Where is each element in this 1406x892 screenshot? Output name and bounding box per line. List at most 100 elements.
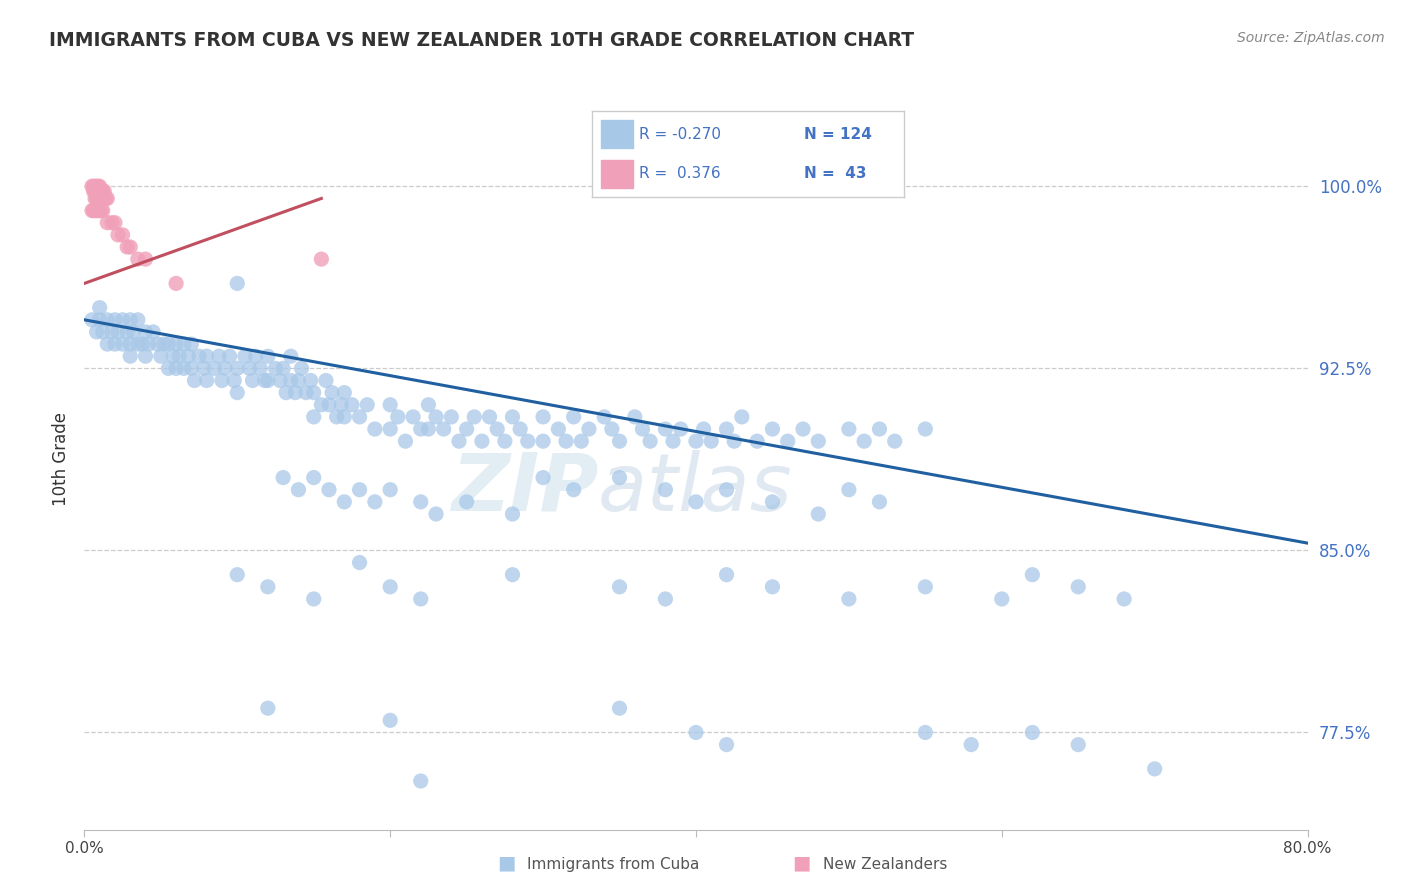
Point (318, 398, 340, 412)
Point (463, 409, 485, 424)
Point (807, 507, 830, 521)
Point (569, 434, 592, 449)
Point (153, 337, 176, 351)
Point (364, 495, 387, 509)
Point (716, 483, 738, 497)
Point (226, 361, 249, 376)
Point (531, 470, 554, 484)
Point (716, 422, 738, 436)
Point (195, 374, 218, 388)
Point (478, 409, 501, 424)
Point (224, 374, 246, 388)
Point (447, 434, 470, 449)
Point (838, 422, 860, 436)
Point (380, 483, 402, 497)
Point (685, 725, 707, 739)
Point (1021, 567, 1043, 582)
Point (380, 714, 402, 728)
Point (287, 374, 309, 388)
Point (173, 361, 195, 376)
Point (90, 184, 112, 198)
Point (180, 337, 202, 351)
Point (120, 349, 142, 363)
Point (96, 191, 118, 205)
Point (502, 507, 524, 521)
Point (208, 349, 231, 363)
Point (509, 422, 531, 436)
Point (838, 591, 860, 606)
Text: Source: ZipAtlas.com: Source: ZipAtlas.com (1237, 31, 1385, 45)
Y-axis label: 10th Grade: 10th Grade (52, 412, 70, 507)
Point (1114, 591, 1136, 606)
Point (318, 483, 340, 497)
Point (380, 580, 402, 594)
Point (115, 240, 138, 254)
Point (380, 422, 402, 436)
Point (87, 203, 110, 218)
Point (321, 385, 343, 400)
Point (471, 434, 494, 449)
Point (157, 337, 180, 351)
Point (409, 495, 432, 509)
Point (257, 349, 280, 363)
Point (238, 361, 260, 376)
Point (380, 398, 402, 412)
Point (638, 434, 661, 449)
Point (402, 409, 425, 424)
Point (101, 325, 124, 339)
Point (120, 313, 142, 327)
Point (135, 349, 157, 363)
Point (90, 191, 112, 205)
Point (127, 252, 149, 266)
Point (394, 434, 416, 449)
Point (83, 179, 105, 194)
Point (609, 701, 631, 715)
Point (226, 385, 249, 400)
Point (280, 349, 302, 363)
Point (440, 409, 463, 424)
Point (330, 398, 353, 412)
Point (287, 483, 309, 497)
Point (761, 495, 783, 509)
Point (122, 325, 145, 339)
Point (425, 507, 447, 521)
Point (96, 337, 118, 351)
Point (269, 374, 291, 388)
Text: New Zealanders: New Zealanders (823, 857, 946, 872)
Point (716, 567, 738, 582)
Point (80, 203, 103, 218)
Point (84, 184, 107, 198)
Point (456, 422, 478, 436)
Point (146, 337, 169, 351)
Point (409, 422, 432, 436)
Point (233, 349, 256, 363)
Point (685, 434, 707, 449)
Point (311, 398, 333, 412)
Text: ■: ■ (792, 854, 811, 872)
Point (120, 240, 142, 254)
Point (89, 179, 111, 194)
Point (578, 422, 600, 436)
Point (654, 422, 676, 436)
Point (600, 422, 623, 436)
Point (654, 483, 676, 497)
Point (107, 227, 129, 242)
Point (276, 385, 298, 400)
Point (547, 422, 569, 436)
Point (433, 422, 456, 436)
Point (111, 313, 134, 327)
Point (193, 361, 215, 376)
Point (356, 398, 378, 412)
Point (290, 361, 312, 376)
Point (747, 434, 769, 449)
Point (914, 725, 936, 739)
Point (127, 337, 149, 351)
Point (93, 191, 115, 205)
Point (349, 409, 371, 424)
Point (609, 434, 631, 449)
Point (914, 422, 936, 436)
Point (991, 591, 1014, 606)
Point (96, 313, 118, 327)
Point (685, 495, 707, 509)
Point (315, 374, 337, 388)
